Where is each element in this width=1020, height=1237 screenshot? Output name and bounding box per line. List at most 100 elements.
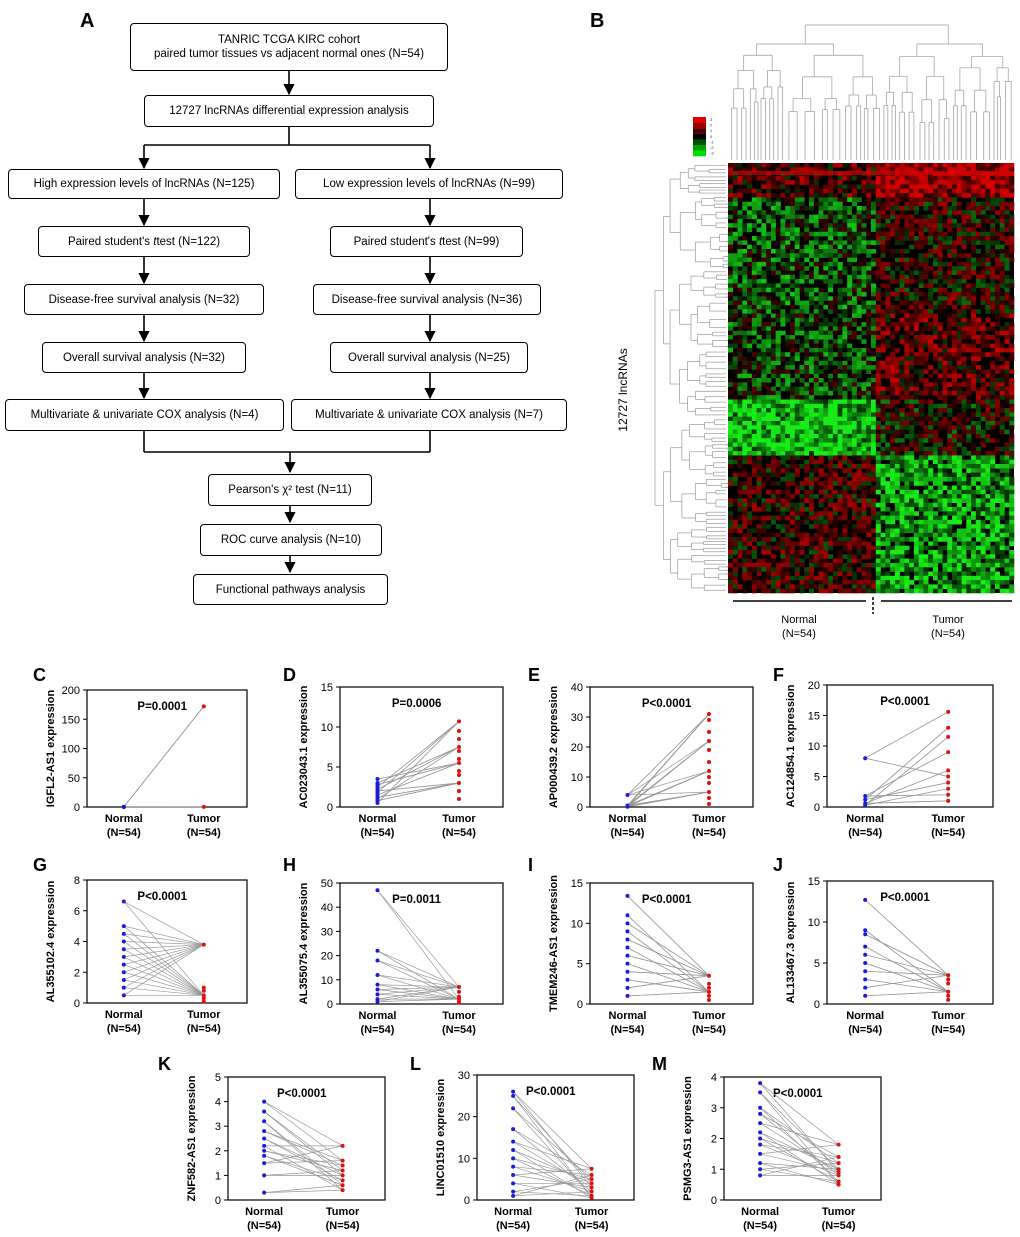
normal-point (863, 756, 868, 761)
tumor-point (946, 734, 951, 739)
heatmap-row-dendrogram (654, 164, 739, 591)
x-category-n: (N=54) (931, 827, 965, 839)
panel-label-i: I (528, 855, 533, 875)
normal-point (625, 929, 630, 934)
pair-line (759, 1082, 839, 1145)
tumor-point (340, 1168, 345, 1173)
p-value-label: P<0.0001 (642, 894, 692, 906)
pair-line (263, 1121, 343, 1191)
flow-high-ttest-pre: Paired student's (67, 235, 151, 248)
legend-tick: -3 (710, 151, 714, 156)
pair-line (627, 963, 710, 993)
normal-point (375, 972, 380, 977)
pair-line (377, 986, 460, 995)
pair-line (864, 929, 949, 992)
normal-point (625, 793, 630, 797)
y-tick-label: 15 (571, 878, 583, 890)
pair-line (865, 794, 949, 797)
pair-line (512, 1091, 592, 1169)
pair-line (513, 1166, 592, 1193)
y-tick-label: 0 (814, 999, 820, 1011)
tumor-point (201, 704, 206, 709)
normal-point (758, 1151, 763, 1156)
tumor-point (456, 729, 461, 733)
normal-point (758, 1167, 763, 1172)
x-category-n: (N=54) (848, 1024, 882, 1036)
heatmap-tumor-n: (N=54) (931, 628, 965, 640)
normal-point (262, 1129, 267, 1134)
y-tick-label: 0 (327, 999, 333, 1011)
panel-label-h: H (283, 855, 296, 875)
x-category-n: (N=54) (361, 827, 395, 839)
tumor-point (340, 1163, 345, 1168)
tumor-point (946, 989, 951, 994)
pair-line (377, 950, 460, 1000)
tumor-point (589, 1189, 594, 1194)
x-category-label: Normal (609, 1010, 647, 1022)
tumor-point (706, 748, 711, 752)
tumor-point (946, 993, 951, 998)
normal-point (511, 1173, 516, 1177)
x-category-label: Tumor (692, 813, 726, 825)
normal-point (758, 1105, 763, 1110)
pair-line (377, 984, 460, 988)
x-category-label: Tumor (692, 1010, 726, 1022)
normal-point (375, 787, 380, 792)
p-value-label: P=0.0011 (392, 894, 442, 906)
tumor-point (836, 1173, 841, 1178)
pair-line (760, 1162, 839, 1170)
plot-c: C 0 50 100 150 200 IGFL2-AS1 expression P=0.000… (33, 665, 248, 839)
pair-line (513, 1168, 592, 1176)
tumor-point (706, 790, 711, 794)
tumor-point (706, 712, 711, 716)
tumor-point (201, 996, 206, 1001)
pair-line (865, 800, 949, 804)
y-tick-label: 10 (808, 741, 820, 753)
flow-low-ttest-t: t (438, 235, 443, 248)
legend-tick: 0 (710, 134, 713, 139)
tumor-point (946, 780, 951, 785)
flow-high-ttest-t: t (153, 235, 157, 248)
tumor-point (201, 985, 206, 990)
tumor-point (706, 718, 711, 722)
y-tick-label: 30 (321, 926, 333, 938)
flow-low-cox: Multivariate & univariate COX analysis (… (291, 399, 567, 431)
pair-line (760, 1144, 839, 1155)
tumor-point (706, 760, 711, 764)
pair-line (377, 721, 460, 804)
y-tick-label: 40 (571, 682, 583, 694)
flow-differential-text: 12727 lncRNAs differential expression an… (169, 105, 409, 117)
normal-point (375, 798, 380, 803)
normal-point (758, 1111, 763, 1116)
tumor-point (456, 1000, 461, 1005)
pair-line (377, 890, 460, 988)
pair-line (760, 1162, 839, 1185)
tumor-point (340, 1178, 345, 1183)
tumor-point (201, 999, 206, 1004)
normal-point (863, 993, 868, 998)
tumor-point (456, 797, 461, 801)
p-value-label: P<0.0001 (880, 892, 930, 904)
pair-line (377, 986, 460, 990)
plot-frame (227, 1076, 386, 1201)
y-tick-label: 0 (577, 999, 583, 1011)
y-tick-label: 20 (321, 951, 333, 963)
flow-top-line2: paired tumor tissues vs adjacent normal … (153, 48, 425, 60)
normal-point (121, 985, 126, 990)
normal-point (375, 795, 380, 800)
tumor-point (201, 942, 206, 947)
flow-high-os-text: Overall survival analysis (N=32) (62, 351, 225, 364)
pair-line (377, 960, 460, 988)
pair-line (864, 727, 949, 800)
pair-line (627, 791, 710, 808)
x-category-n: (N=54) (611, 1024, 645, 1036)
y-tick-label: 0 (74, 802, 80, 814)
pair-line (123, 987, 204, 996)
tumor-point (836, 1142, 841, 1147)
normal-point (758, 1142, 763, 1147)
flow-high-ttest-post: test (N=122) (156, 235, 221, 248)
x-category-n: (N=54) (692, 1024, 726, 1036)
normal-point (121, 939, 126, 944)
plot-i: I 0 5 10 15 TMEM246-AS1 expression P<0.0001 Nor… (528, 855, 754, 1036)
flow-roc: ROC curve analysis (N=10) (200, 524, 382, 556)
